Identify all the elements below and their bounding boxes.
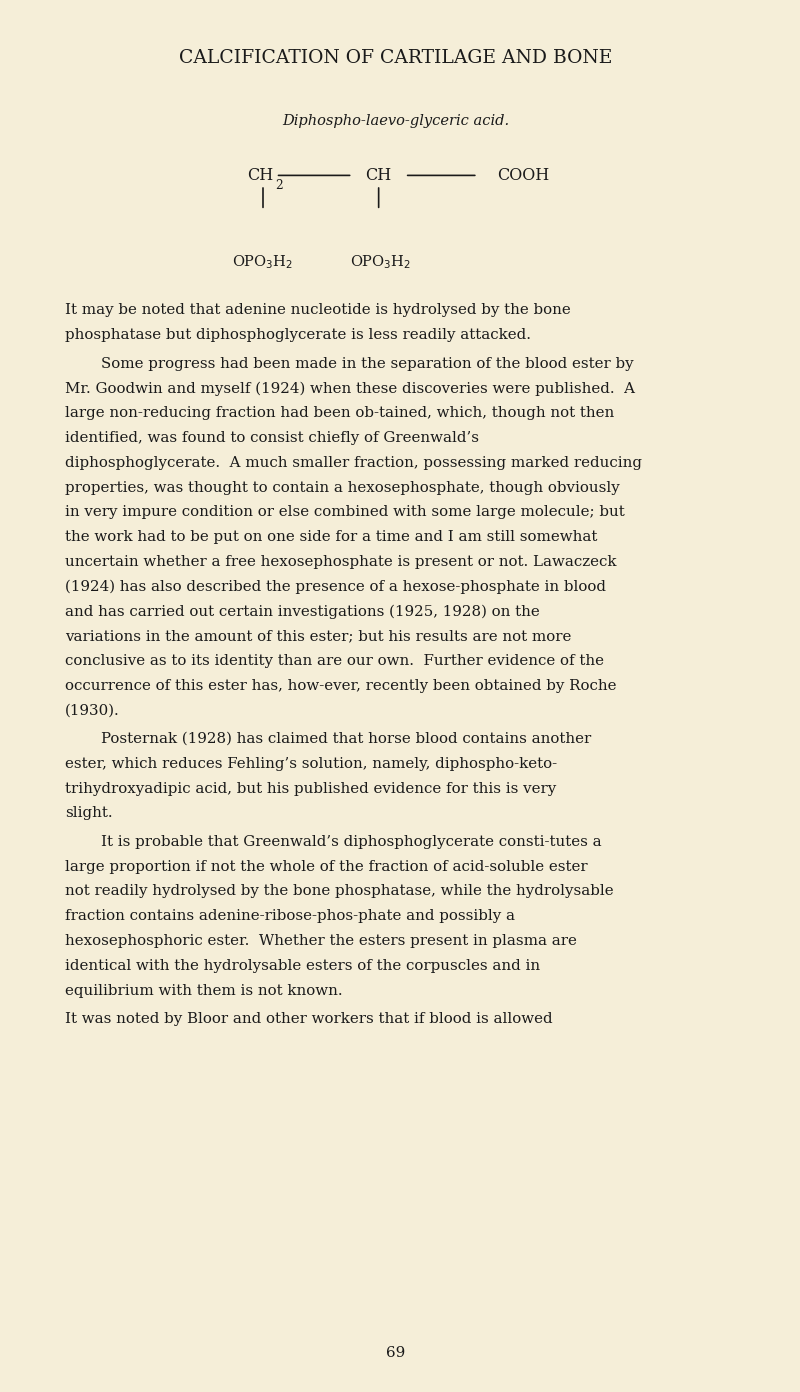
- Text: OPO$_3$H$_2$: OPO$_3$H$_2$: [350, 253, 411, 271]
- Text: Diphospho-laevo-glyceric acid.: Diphospho-laevo-glyceric acid.: [282, 114, 510, 128]
- Text: uncertain whether a free hexosephosphate is present or not. Lawaczeck: uncertain whether a free hexosephosphate…: [65, 555, 617, 569]
- Text: variations in the amount of this ester; but his results are not more: variations in the amount of this ester; …: [65, 629, 571, 643]
- Text: It is probable that Greenwald’s diphosphoglycerate consti-tutes a: It is probable that Greenwald’s diphosph…: [101, 835, 602, 849]
- Text: the work had to be put on one side for a time and I am still somewhat: the work had to be put on one side for a…: [65, 530, 598, 544]
- Text: large non-reducing fraction had been ob-tained, which, though not then: large non-reducing fraction had been ob-…: [65, 406, 614, 420]
- Text: in very impure condition or else combined with some large molecule; but: in very impure condition or else combine…: [65, 505, 625, 519]
- Text: ester, which reduces Fehling’s solution, namely, diphospho-keto-: ester, which reduces Fehling’s solution,…: [65, 757, 557, 771]
- Text: 2: 2: [275, 178, 282, 192]
- Text: diphosphoglycerate.  A much smaller fraction, possessing marked reducing: diphosphoglycerate. A much smaller fract…: [65, 455, 642, 470]
- Text: trihydroxyadipic acid, but his published evidence for this is very: trihydroxyadipic acid, but his published…: [65, 782, 556, 796]
- Text: It was noted by Bloor and other workers that if blood is allowed: It was noted by Bloor and other workers …: [65, 1012, 553, 1026]
- Text: occurrence of this ester has, how-ever, recently been obtained by Roche: occurrence of this ester has, how-ever, …: [65, 679, 617, 693]
- Text: large proportion if not the whole of the fraction of acid-soluble ester: large proportion if not the whole of the…: [65, 860, 587, 874]
- Text: OPO$_3$H$_2$: OPO$_3$H$_2$: [232, 253, 294, 271]
- Text: Some progress had been made in the separation of the blood ester by: Some progress had been made in the separ…: [101, 356, 634, 370]
- Text: Posternak (1928) has claimed that horse blood contains another: Posternak (1928) has claimed that horse …: [101, 732, 591, 746]
- Text: Mr. Goodwin and myself (1924) when these discoveries were published.  A: Mr. Goodwin and myself (1924) when these…: [65, 381, 635, 395]
- Text: (1924) has also described the presence of a hexose-phosphate in blood: (1924) has also described the presence o…: [65, 579, 606, 594]
- Text: not readily hydrolysed by the bone phosphatase, while the hydrolysable: not readily hydrolysed by the bone phosp…: [65, 884, 614, 898]
- Text: identified, was found to consist chiefly of Greenwald’s: identified, was found to consist chiefly…: [65, 432, 479, 445]
- Text: slight.: slight.: [65, 806, 113, 820]
- Text: hexosephosphoric ester.  Whether the esters present in plasma are: hexosephosphoric ester. Whether the este…: [65, 934, 577, 948]
- Text: CH: CH: [247, 167, 274, 184]
- Text: conclusive as to its identity than are our own.  Further evidence of the: conclusive as to its identity than are o…: [65, 654, 604, 668]
- Text: equilibrium with them is not known.: equilibrium with them is not known.: [65, 984, 342, 998]
- Text: CALCIFICATION OF CARTILAGE AND BONE: CALCIFICATION OF CARTILAGE AND BONE: [179, 49, 613, 67]
- Text: properties, was thought to contain a hexosephosphate, though obviously: properties, was thought to contain a hex…: [65, 480, 620, 494]
- Text: COOH: COOH: [497, 167, 549, 184]
- Text: identical with the hydrolysable esters of the corpuscles and in: identical with the hydrolysable esters o…: [65, 959, 540, 973]
- Text: (1930).: (1930).: [65, 703, 120, 718]
- Text: CH: CH: [366, 167, 392, 184]
- Text: It may be noted that adenine nucleotide is hydrolysed by the bone: It may be noted that adenine nucleotide …: [65, 303, 570, 317]
- Text: and has carried out certain investigations (1925, 1928) on the: and has carried out certain investigatio…: [65, 604, 540, 619]
- Text: fraction contains adenine-ribose-phos-phate and possibly a: fraction contains adenine-ribose-phos-ph…: [65, 909, 515, 923]
- Text: 69: 69: [386, 1346, 406, 1360]
- Text: phosphatase but diphosphoglycerate is less readily attacked.: phosphatase but diphosphoglycerate is le…: [65, 329, 531, 342]
